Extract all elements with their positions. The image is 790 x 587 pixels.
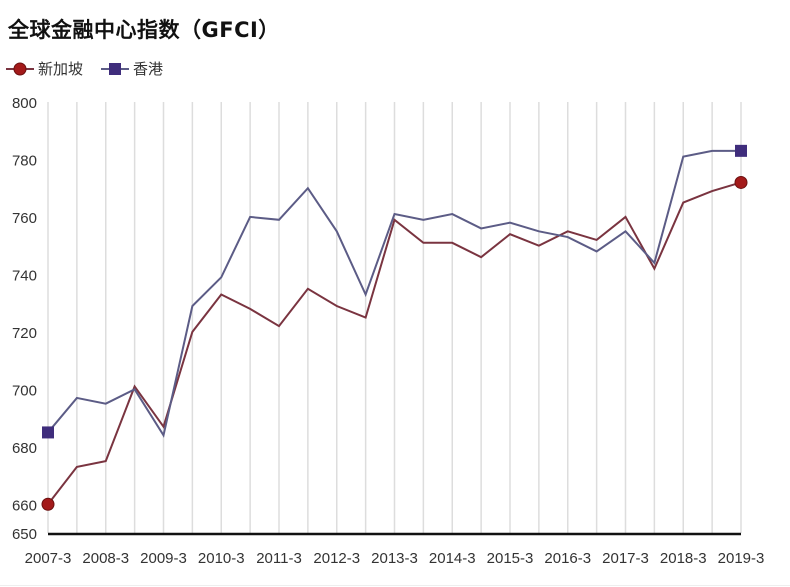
- x-tick-label: 2011-3: [256, 550, 302, 567]
- legend-label-singapore: 新加坡: [38, 60, 84, 78]
- x-tick-label: 2016-3: [544, 550, 591, 567]
- hongkong-line: [47, 149, 741, 438]
- y-tick-label: 780: [12, 152, 37, 169]
- legend-label-hongkong: 香港: [133, 60, 164, 78]
- divider: [0, 585, 790, 586]
- x-tick-label: 2007-3: [25, 550, 72, 567]
- y-tick-label: 700: [12, 382, 37, 399]
- y-tick-label: 650: [12, 526, 37, 543]
- y-tick-label: 720: [12, 325, 37, 342]
- square-marker-icon: [101, 62, 130, 75]
- x-tick-label: 2010-3: [198, 550, 245, 567]
- x-tick-label: 2012-3: [313, 550, 360, 567]
- x-tick-label: 2019-3: [718, 550, 765, 567]
- singapore-marker: [41, 497, 55, 511]
- y-tick-label: 680: [12, 440, 37, 457]
- circle-marker-icon: [6, 62, 34, 75]
- legend: 新加坡 香港: [6, 58, 181, 79]
- x-tick-label: 2018-3: [660, 550, 707, 567]
- chart-title: 全球金融中心指数（GFCI）: [8, 18, 280, 42]
- x-tick-label: 2014-3: [429, 550, 476, 567]
- x-tick-label: 2013-3: [371, 550, 418, 567]
- x-tick-label: 2015-3: [487, 550, 534, 567]
- hongkong-marker: [42, 426, 54, 439]
- singapore-marker: [734, 175, 748, 189]
- singapore-line: [47, 181, 742, 505]
- y-tick-label: 740: [12, 267, 37, 284]
- x-tick-label: 2017-3: [602, 550, 649, 567]
- y-tick-label: 660: [12, 497, 37, 514]
- legend-item-hongkong[interactable]: 香港: [101, 58, 163, 79]
- y-tick-label: 760: [12, 210, 37, 227]
- legend-item-singapore[interactable]: 新加坡: [6, 58, 83, 79]
- x-tick-label: 2008-3: [82, 550, 129, 567]
- y-tick-label: 800: [12, 95, 37, 112]
- x-tick-label: 2009-3: [140, 550, 187, 567]
- hongkong-marker: [735, 144, 747, 157]
